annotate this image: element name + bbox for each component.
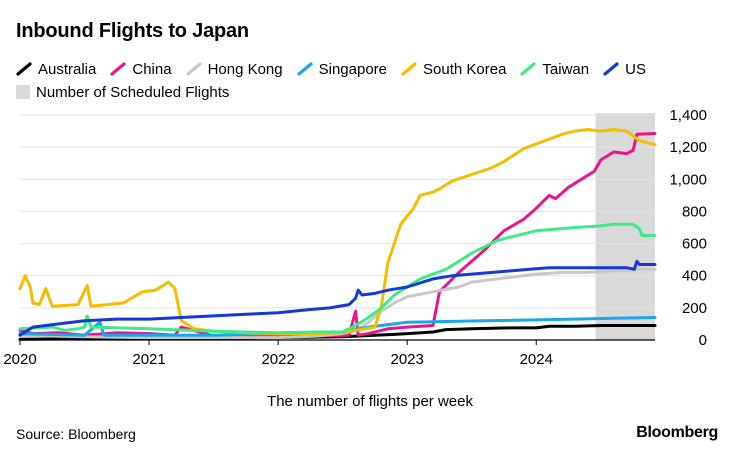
legend-swatch xyxy=(16,62,32,76)
legend-item-us: US xyxy=(603,61,646,78)
legend-item-hong-kong: Hong Kong xyxy=(185,60,283,78)
legend-label: Taiwan xyxy=(542,60,590,78)
y-tick-label: 800 xyxy=(682,203,707,220)
legend-series-row: Australia China Hong Kong Singapore South Ko… xyxy=(16,58,716,80)
y-tick-label: 600 xyxy=(682,236,707,253)
line-chart: 0 200 400 600 800 1,000 1,200 1,400 2020 2021 2022… xyxy=(3,107,707,368)
legend-label: China xyxy=(132,60,172,78)
x-tick-label: 2024 xyxy=(520,351,553,368)
chart-title: Inbound Flights to Japan xyxy=(16,20,249,42)
legend-label: Hong Kong xyxy=(207,60,283,78)
legend-item-china: China xyxy=(110,60,172,78)
x-tick-label: 2020 xyxy=(3,351,36,368)
legend-swatch xyxy=(185,62,202,76)
shaded-region-swatch xyxy=(16,85,30,99)
legend-swatch xyxy=(520,62,537,76)
shaded-region-label: Number of Scheduled Flights xyxy=(36,83,230,101)
legend-swatch xyxy=(401,62,417,76)
legend-label: Singapore xyxy=(318,60,388,78)
bloomberg-logo: Bloomberg xyxy=(636,424,718,441)
x-tick-label: 2022 xyxy=(261,351,294,368)
series-line-taiwan xyxy=(18,222,657,335)
series-line-south-korea xyxy=(18,128,657,336)
legend: Australia China Hong Kong Singapore South Ko… xyxy=(16,58,716,104)
legend-item-taiwan: Taiwan xyxy=(520,61,589,78)
legend-item-south-korea: South Korea xyxy=(401,61,506,78)
legend-label: US xyxy=(625,60,646,78)
legend-item-singapore: Singapore xyxy=(297,61,387,78)
legend-shaded-row: Number of Scheduled Flights xyxy=(16,81,716,103)
x-axis-caption: The number of flights per week xyxy=(267,393,473,410)
x-tick-label: 2023 xyxy=(391,351,424,368)
source-note: Source: Bloomberg xyxy=(16,426,136,442)
y-tick-label: 1,200 xyxy=(669,139,707,156)
legend-item-australia: Australia xyxy=(16,61,96,78)
legend-swatch xyxy=(110,62,126,76)
legend-label: South Korea xyxy=(423,60,507,78)
legend-swatch xyxy=(603,62,619,76)
legend-label: Australia xyxy=(38,60,97,78)
y-tick-label: 200 xyxy=(682,300,707,317)
y-tick-label: 1,000 xyxy=(669,171,707,188)
legend-swatch xyxy=(297,62,313,76)
y-tick-label: 1,400 xyxy=(669,107,707,124)
y-tick-label: 400 xyxy=(682,268,707,285)
series-line-us xyxy=(18,259,657,337)
x-tick-label: 2021 xyxy=(132,351,165,368)
series-line-hong-kong xyxy=(18,267,657,340)
y-tick-label: 0 xyxy=(699,332,707,349)
